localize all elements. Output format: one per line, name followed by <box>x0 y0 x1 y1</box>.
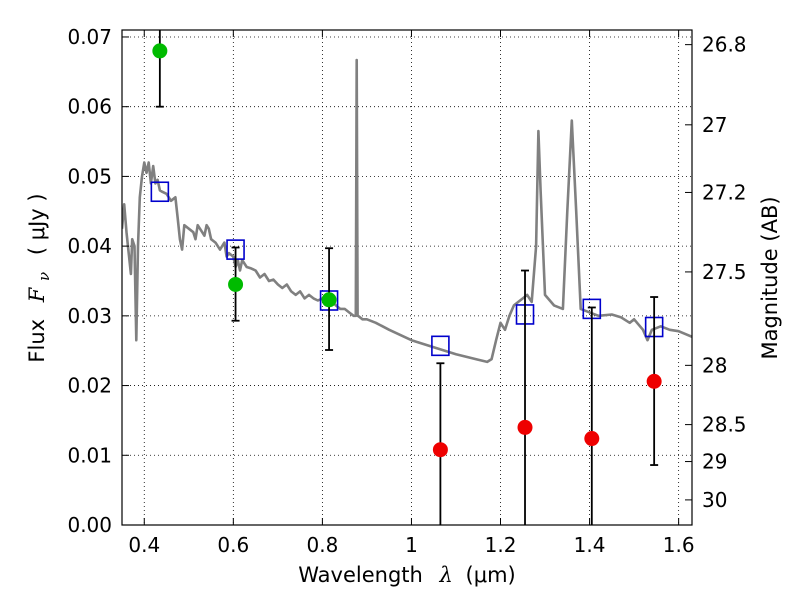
y-tick-label: 0.02 <box>67 374 112 398</box>
y2-tick-label: 27 <box>702 113 727 137</box>
y2-axis-label: Magnitude (AB) <box>758 196 782 359</box>
detection-point <box>228 276 244 292</box>
plot-markers <box>150 30 664 525</box>
x-tick-label: 1.4 <box>574 533 606 557</box>
non-detection-point <box>432 442 448 458</box>
grid <box>122 30 692 526</box>
y2-tick-label: 28 <box>702 353 727 377</box>
sed-model-line <box>122 58 692 364</box>
y-tick-label: 0.05 <box>67 164 112 188</box>
y-axis-label-subscript: ν <box>35 272 53 281</box>
non-detection-point <box>584 431 600 447</box>
x-tick-label: 0.6 <box>217 533 249 557</box>
y-tick-label: 0.07 <box>67 25 112 49</box>
x-tick-label: 0.4 <box>128 533 160 557</box>
x-tick-label: 1.2 <box>485 533 517 557</box>
y-tick-label: 0.00 <box>67 513 112 537</box>
detection-point <box>321 292 337 308</box>
y2-tick-label: 27.2 <box>702 180 747 204</box>
x-tick-label: 0.8 <box>306 533 338 557</box>
x-axis-label-unit: (μm) <box>466 563 516 587</box>
model-photometry-square <box>431 335 450 357</box>
y-axis-label-unit: ( μJy ) <box>25 193 49 255</box>
y-axis-label: Flux F ν ( μJy ) <box>25 193 54 362</box>
x-axis-label-symbol: λ <box>439 563 453 587</box>
y2-tick-label: 29 <box>702 450 727 474</box>
x-axis-label: Wavelength λ (μm) <box>298 563 515 587</box>
non-detection-point <box>646 373 662 389</box>
y2-tick-label: 26.8 <box>702 33 747 57</box>
plot-data <box>122 58 692 364</box>
y-axis-label-text: Flux <box>25 319 49 363</box>
y-tick-label: 0.06 <box>67 95 112 119</box>
y2-tick-label: 28.5 <box>702 413 747 437</box>
plot-frame <box>121 29 693 526</box>
x-tick-label: 1.6 <box>663 533 695 557</box>
y-axis-label-symbol: F <box>25 286 49 303</box>
y-tick-label: 0.01 <box>67 443 112 467</box>
y-tick-label: 0.04 <box>67 234 112 258</box>
non-detection-point <box>517 419 533 435</box>
detection-point <box>152 43 168 59</box>
y-tick-label: 0.03 <box>67 304 112 328</box>
model-photometry-square <box>150 181 170 203</box>
x-tick-label: 1 <box>405 533 418 557</box>
y2-tick-label: 27.5 <box>702 260 747 284</box>
axes-ticks: 0.4 0.6 0.8 1 1.2 1.4 1.6 0.00 0.01 0.02 0.03 0.04 0… <box>67 25 746 557</box>
y2-tick-label: 30 <box>702 488 727 512</box>
x-axis-label-text: Wavelength <box>298 563 423 587</box>
